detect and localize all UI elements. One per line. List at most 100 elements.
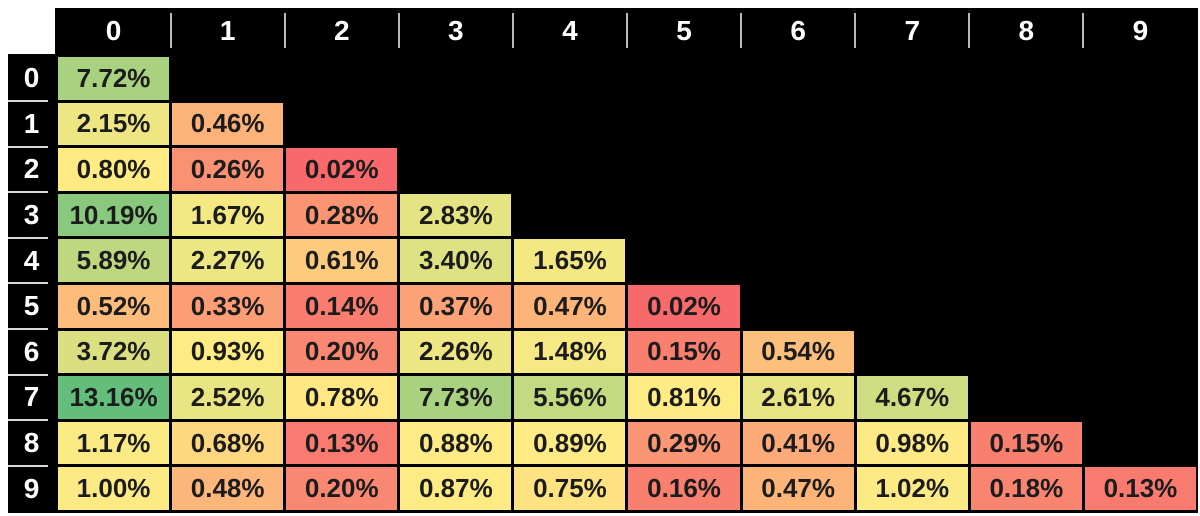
cell-r1-c1[interactable]: 0.46% xyxy=(172,102,284,146)
empty-cell xyxy=(856,284,968,328)
cell-r7-c2[interactable]: 0.78% xyxy=(286,376,398,419)
cell-r9-c1[interactable]: 0.48% xyxy=(172,467,284,510)
empty-cell xyxy=(628,57,740,100)
cell-r3-c2[interactable]: 0.28% xyxy=(286,193,398,237)
cell-r8-c7[interactable]: 0.98% xyxy=(856,421,968,465)
cell-r9-c3[interactable]: 0.87% xyxy=(400,467,512,510)
column-header-6[interactable]: 6 xyxy=(740,8,854,54)
row-header-8[interactable]: 8 xyxy=(8,421,55,467)
cell-r5-c4[interactable]: 0.47% xyxy=(514,284,626,328)
cell-r8-c1[interactable]: 0.68% xyxy=(172,421,284,465)
column-header-4[interactable]: 4 xyxy=(511,8,626,54)
cell-r5-c0[interactable]: 0.52% xyxy=(58,284,170,328)
empty-cell xyxy=(1084,330,1196,374)
empty-cell xyxy=(970,148,1082,191)
cell-r4-c4[interactable]: 1.65% xyxy=(514,239,626,282)
cell-r7-c4[interactable]: 5.56% xyxy=(514,376,626,419)
row-header-5[interactable]: 5 xyxy=(8,284,55,330)
cell-r9-c2[interactable]: 0.20% xyxy=(286,467,398,510)
cell-r2-c2[interactable]: 0.02% xyxy=(286,148,398,191)
empty-cell xyxy=(856,102,968,146)
cell-r8-c0[interactable]: 1.17% xyxy=(58,421,170,465)
empty-cell xyxy=(514,57,626,100)
row-header-6[interactable]: 6 xyxy=(8,330,55,376)
cell-r3-c0[interactable]: 10.19% xyxy=(58,193,170,237)
empty-cell xyxy=(1084,284,1196,328)
empty-cell xyxy=(1084,239,1196,282)
cell-r8-c4[interactable]: 0.89% xyxy=(514,421,626,465)
cell-r6-c3[interactable]: 2.26% xyxy=(400,330,512,374)
cell-r6-c2[interactable]: 0.20% xyxy=(286,330,398,374)
cell-r6-c5[interactable]: 0.15% xyxy=(628,330,740,374)
cell-r7-c3[interactable]: 7.73% xyxy=(400,376,512,419)
cell-r5-c3[interactable]: 0.37% xyxy=(400,284,512,328)
cell-r3-c1[interactable]: 1.67% xyxy=(172,193,284,237)
cell-r7-c5[interactable]: 0.81% xyxy=(628,376,740,419)
corner-cell[interactable] xyxy=(8,8,55,54)
empty-cell xyxy=(856,330,968,374)
cell-r4-c1[interactable]: 2.27% xyxy=(172,239,284,282)
cell-r4-c2[interactable]: 0.61% xyxy=(286,239,398,282)
cell-r9-c8[interactable]: 0.18% xyxy=(970,467,1082,510)
cell-r7-c7[interactable]: 4.67% xyxy=(856,376,968,419)
empty-cell xyxy=(1084,193,1196,237)
cell-r9-c9[interactable]: 0.13% xyxy=(1084,467,1196,510)
cell-r5-c5[interactable]: 0.02% xyxy=(628,284,740,328)
column-header-1[interactable]: 1 xyxy=(169,8,284,54)
cell-r7-c6[interactable]: 2.61% xyxy=(742,376,854,419)
cell-r8-c6[interactable]: 0.41% xyxy=(742,421,854,465)
cell-r9-c4[interactable]: 0.75% xyxy=(514,467,626,510)
empty-cell xyxy=(970,239,1082,282)
empty-cell xyxy=(742,193,854,237)
cell-r5-c1[interactable]: 0.33% xyxy=(172,284,284,328)
empty-cell xyxy=(628,148,740,191)
column-header-7[interactable]: 7 xyxy=(854,8,968,54)
row-header-2[interactable]: 2 xyxy=(8,148,55,193)
cell-r2-c1[interactable]: 0.26% xyxy=(172,148,284,191)
row-header-1[interactable]: 1 xyxy=(8,102,55,148)
cell-r6-c0[interactable]: 3.72% xyxy=(58,330,170,374)
column-header-9[interactable]: 9 xyxy=(1082,8,1196,54)
row-header-3[interactable]: 3 xyxy=(8,193,55,239)
column-header-0[interactable]: 0 xyxy=(58,8,170,54)
empty-cell xyxy=(1084,57,1196,100)
column-header-2[interactable]: 2 xyxy=(283,8,398,54)
cell-r7-c0[interactable]: 13.16% xyxy=(58,376,170,419)
column-header-5[interactable]: 5 xyxy=(625,8,740,54)
cell-r4-c3[interactable]: 3.40% xyxy=(400,239,512,282)
cell-r3-c3[interactable]: 2.83% xyxy=(400,193,512,237)
empty-cell xyxy=(742,148,854,191)
empty-cell xyxy=(742,284,854,328)
cell-r0-c0[interactable]: 7.72% xyxy=(58,57,170,100)
cell-r6-c1[interactable]: 0.93% xyxy=(172,330,284,374)
empty-cell xyxy=(970,193,1082,237)
cell-r1-c0[interactable]: 2.15% xyxy=(58,102,170,146)
cell-r9-c5[interactable]: 0.16% xyxy=(628,467,740,510)
row-header-4[interactable]: 4 xyxy=(8,239,55,285)
empty-cell xyxy=(514,102,626,146)
row-header-9[interactable]: 9 xyxy=(8,467,55,510)
cell-r8-c2[interactable]: 0.13% xyxy=(286,421,398,465)
cell-r6-c6[interactable]: 0.54% xyxy=(742,330,854,374)
column-header-3[interactable]: 3 xyxy=(397,8,512,54)
cell-r5-c2[interactable]: 0.14% xyxy=(286,284,398,328)
row-header-7[interactable]: 7 xyxy=(8,376,55,421)
cell-r6-c4[interactable]: 1.48% xyxy=(514,330,626,374)
cell-r9-c0[interactable]: 1.00% xyxy=(58,467,170,510)
cell-r9-c6[interactable]: 0.47% xyxy=(742,467,854,510)
heatmap-table: 0 1 2 3 4 5 6 7 8 9 0 7.72% 1 2.15% 0.46% 2 0.80% 0.26% 0.… xyxy=(8,8,1198,513)
cell-r4-c0[interactable]: 5.89% xyxy=(58,239,170,282)
empty-cell xyxy=(628,102,740,146)
empty-cell xyxy=(856,57,968,100)
cell-r8-c8[interactable]: 0.15% xyxy=(970,421,1082,465)
empty-cell xyxy=(1084,421,1196,465)
row-header-0[interactable]: 0 xyxy=(8,57,55,102)
cell-r9-c7[interactable]: 1.02% xyxy=(856,467,968,510)
cell-r7-c1[interactable]: 2.52% xyxy=(172,376,284,419)
column-header-8[interactable]: 8 xyxy=(968,8,1082,54)
cell-r8-c3[interactable]: 0.88% xyxy=(400,421,512,465)
cell-r2-c0[interactable]: 0.80% xyxy=(58,148,170,191)
empty-cell xyxy=(742,102,854,146)
empty-cell xyxy=(1084,376,1196,419)
cell-r8-c5[interactable]: 0.29% xyxy=(628,421,740,465)
